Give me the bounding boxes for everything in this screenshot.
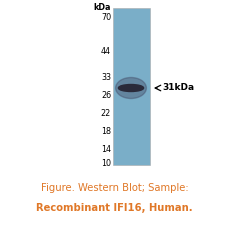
Text: 70: 70 xyxy=(101,13,111,22)
Bar xyxy=(113,8,150,165)
Ellipse shape xyxy=(116,77,146,98)
Text: 44: 44 xyxy=(101,47,111,56)
Text: 33: 33 xyxy=(101,73,111,83)
Text: 18: 18 xyxy=(101,126,111,135)
Text: 26: 26 xyxy=(101,92,111,101)
Text: 31kDa: 31kDa xyxy=(162,84,194,93)
Text: 10: 10 xyxy=(101,159,111,168)
Text: 22: 22 xyxy=(101,109,111,118)
Text: kDa: kDa xyxy=(93,4,111,13)
Ellipse shape xyxy=(118,84,144,92)
Text: 14: 14 xyxy=(101,144,111,153)
Text: Recombinant IFI16, Human.: Recombinant IFI16, Human. xyxy=(36,203,193,213)
Text: Figure. Western Blot; Sample:: Figure. Western Blot; Sample: xyxy=(41,183,188,193)
